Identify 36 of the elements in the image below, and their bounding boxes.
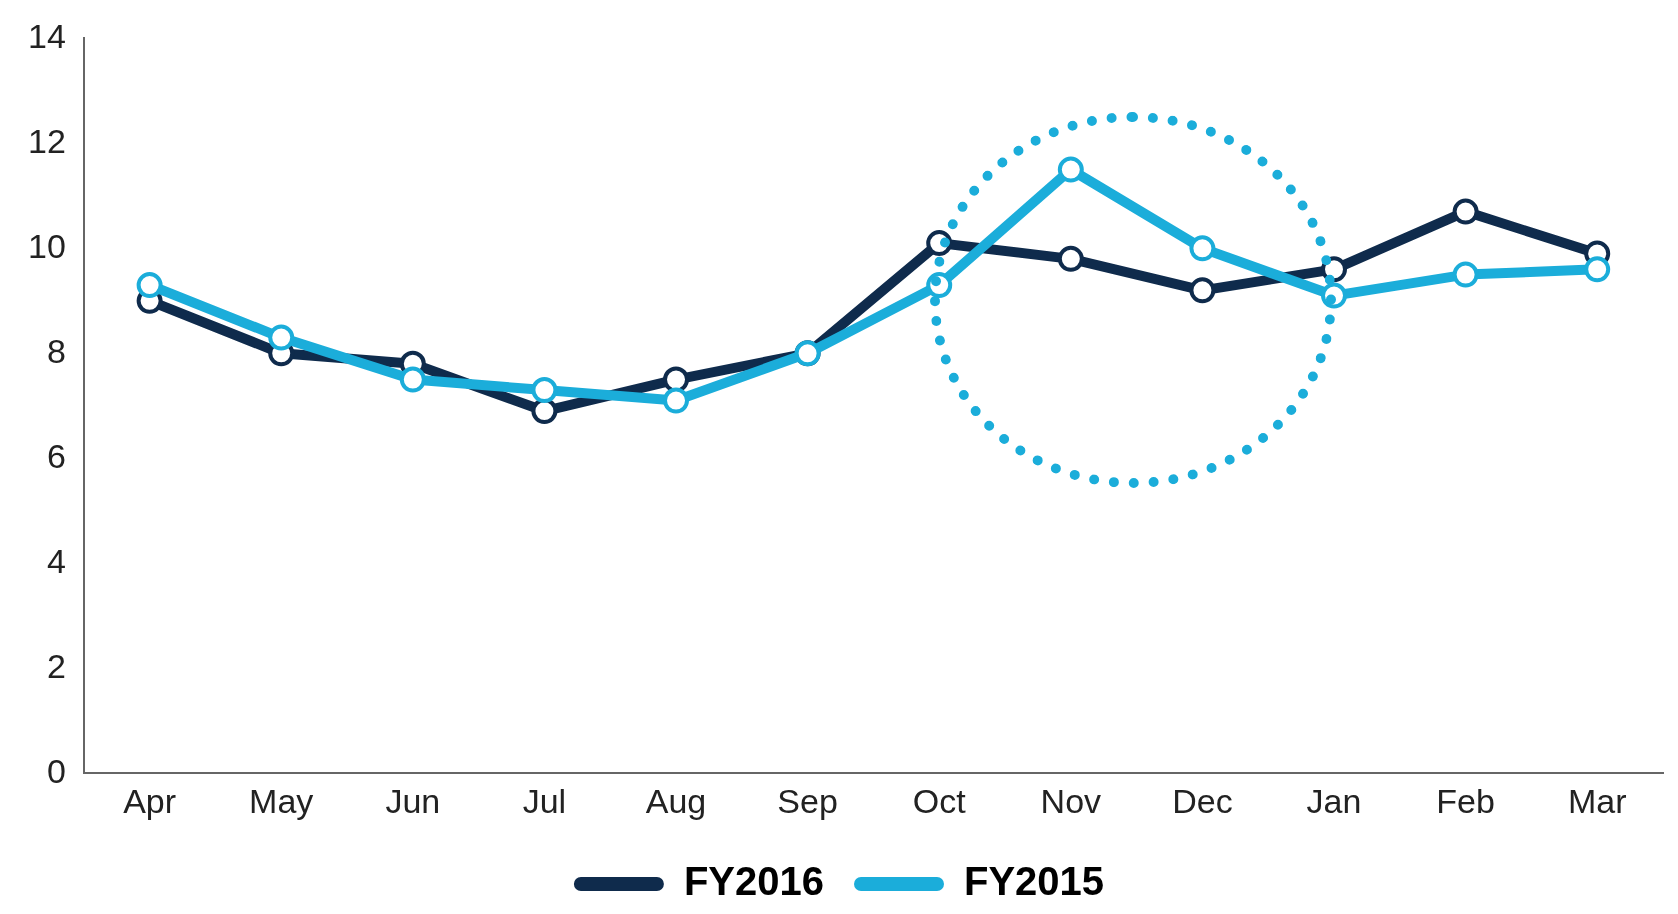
legend-label: FY2015 [964,859,1105,904]
point [1189,235,1216,262]
point [136,272,163,299]
y-tick-label: 12 [27,121,66,160]
point [1584,256,1611,283]
x-tick-label: Jun [385,781,441,820]
y-tick-label: 2 [46,646,66,685]
point [1452,198,1479,225]
point [531,398,558,425]
point [663,366,690,393]
y-tick-label: 14 [27,16,66,55]
y-tick-label: 0 [46,751,66,790]
x-tick-label: Dec [1172,781,1233,820]
x-tick-label: May [249,781,314,820]
x-tick-label: Nov [1040,781,1102,820]
x-tick-label: Aug [645,781,707,820]
point [1057,245,1084,272]
y-tick-label: 10 [27,226,66,265]
y-tick-label: 8 [46,331,66,370]
y-tick-label: 6 [46,436,66,475]
point [663,387,690,414]
x-tick-label: Apr [123,781,177,820]
x-tick-label: Sep [777,781,838,820]
x-tick-label: Jul [522,781,567,820]
x-tick-label: Mar [1567,781,1627,820]
point [1057,156,1084,183]
point [1452,261,1479,288]
x-tick-label: Oct [912,781,967,820]
legend-label: FY2016 [683,859,825,904]
x-tick-label: Jan [1306,781,1362,820]
point [399,366,426,393]
y-tick-label: 4 [46,541,66,580]
x-tick-label: Feb [1436,781,1495,820]
point [531,377,558,404]
point [268,324,295,351]
point [1189,277,1216,304]
